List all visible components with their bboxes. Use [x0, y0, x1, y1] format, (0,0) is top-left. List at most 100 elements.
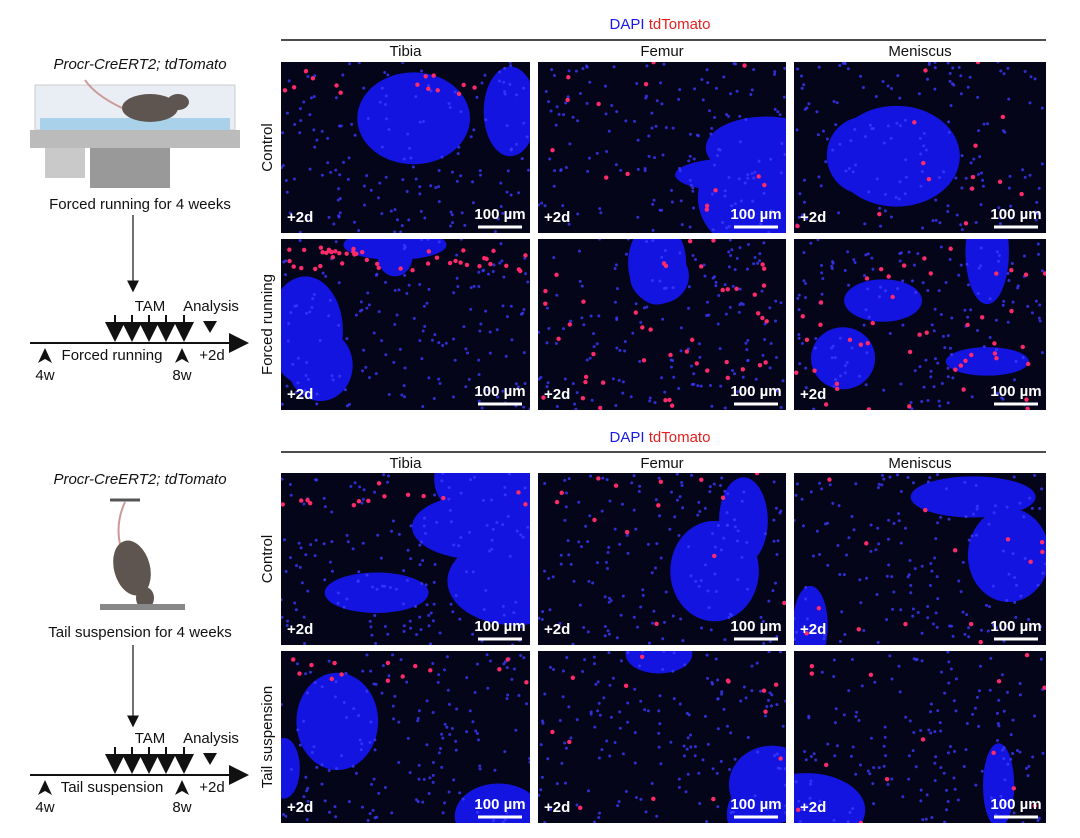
- nucleus: [870, 256, 874, 260]
- nucleus: [397, 761, 401, 765]
- nucleus: [468, 709, 472, 713]
- nucleus: [800, 342, 804, 346]
- nucleus: [826, 742, 830, 746]
- nucleus: [670, 490, 674, 494]
- nucleus: [972, 157, 976, 161]
- nucleus: [922, 131, 926, 135]
- nucleus: [995, 711, 999, 715]
- nucleus: [820, 670, 824, 674]
- nuclei-blob: [697, 144, 786, 233]
- nucleus: [727, 265, 731, 269]
- nucleus: [578, 603, 582, 607]
- nucleus: [689, 733, 693, 737]
- nucleus: [823, 633, 827, 637]
- nucleus: [580, 316, 584, 320]
- nucleus: [302, 615, 306, 619]
- nucleus: [934, 537, 938, 541]
- nucleus: [499, 205, 503, 209]
- tdtomato-cell: [684, 349, 690, 354]
- nucleus: [946, 401, 950, 405]
- nucleus: [481, 269, 485, 273]
- nucleus: [658, 279, 662, 283]
- nucleus: [692, 157, 696, 161]
- nucleus: [886, 84, 890, 88]
- nucleus: [543, 692, 547, 696]
- nucleus: [864, 383, 868, 387]
- nucleus: [608, 596, 612, 600]
- nucleus: [420, 239, 424, 242]
- nucleus: [598, 811, 602, 815]
- nucleus: [315, 402, 319, 406]
- nucleus: [817, 65, 821, 69]
- nucleus: [843, 268, 847, 272]
- nucleus: [1002, 803, 1006, 807]
- tdtomato-cell: [423, 74, 428, 79]
- nucleus: [953, 787, 957, 791]
- nucleus: [886, 124, 890, 128]
- nucleus: [1036, 252, 1040, 256]
- stain-dapi: DAPI: [610, 429, 645, 446]
- nucleus: [797, 215, 801, 219]
- nucleus: [904, 715, 908, 719]
- nucleus: [957, 273, 961, 277]
- nucleus: [804, 585, 808, 589]
- nucleus: [797, 799, 801, 803]
- nucleus: [545, 306, 549, 310]
- nucleus: [397, 532, 401, 536]
- nucleus: [939, 766, 943, 770]
- nucleus: [310, 751, 314, 755]
- tdtomato-cell: [291, 85, 297, 90]
- nucleus: [752, 176, 756, 180]
- nucleus: [882, 744, 886, 748]
- tdtomato-cell: [654, 621, 659, 626]
- nucleus: [819, 184, 823, 188]
- nucleus: [1034, 299, 1038, 303]
- nucleus: [933, 779, 937, 783]
- nucleus: [302, 795, 306, 799]
- nucleus: [368, 619, 372, 623]
- nucleus: [848, 810, 852, 814]
- nucleus: [831, 344, 835, 348]
- nucleus: [338, 374, 342, 378]
- nucleus: [449, 210, 453, 214]
- nucleus: [448, 106, 452, 110]
- scale-label: 100 µm: [990, 618, 1041, 635]
- nucleus: [615, 346, 619, 350]
- nucleus: [563, 377, 567, 381]
- nucleus: [583, 658, 587, 662]
- nucleus: [771, 589, 775, 593]
- tdtomato-cell: [958, 363, 964, 368]
- nucleus: [450, 170, 454, 174]
- tdtomato-cell: [996, 679, 1002, 684]
- tdtomato-cell: [333, 249, 338, 254]
- nucleus: [605, 478, 609, 482]
- nucleus: [626, 651, 630, 655]
- treadmill-belt: [40, 118, 230, 130]
- nucleus: [548, 608, 552, 612]
- tdtomato-cell: [375, 261, 380, 267]
- nucleus: [883, 209, 887, 213]
- nucleus: [295, 304, 299, 308]
- nucleus: [907, 573, 911, 577]
- nucleus: [725, 113, 729, 117]
- nucleus: [689, 745, 693, 749]
- nucleus: [829, 346, 833, 350]
- nucleus: [685, 747, 689, 751]
- nucleus: [514, 728, 518, 732]
- nucleus: [310, 305, 314, 309]
- nucleus: [830, 264, 834, 268]
- nucleus: [967, 626, 971, 630]
- nucleus: [400, 224, 404, 228]
- nucleus: [490, 498, 494, 502]
- nucleus: [707, 606, 711, 610]
- nucleus: [344, 671, 348, 675]
- nucleus: [498, 261, 502, 265]
- nucleus: [738, 287, 742, 291]
- nucleus: [548, 665, 552, 669]
- nucleus: [431, 773, 435, 777]
- nucleus: [847, 167, 851, 171]
- tdtomato-cell: [299, 265, 304, 271]
- nucleus: [611, 676, 615, 680]
- nucleus: [472, 128, 476, 132]
- nucleus: [522, 86, 526, 90]
